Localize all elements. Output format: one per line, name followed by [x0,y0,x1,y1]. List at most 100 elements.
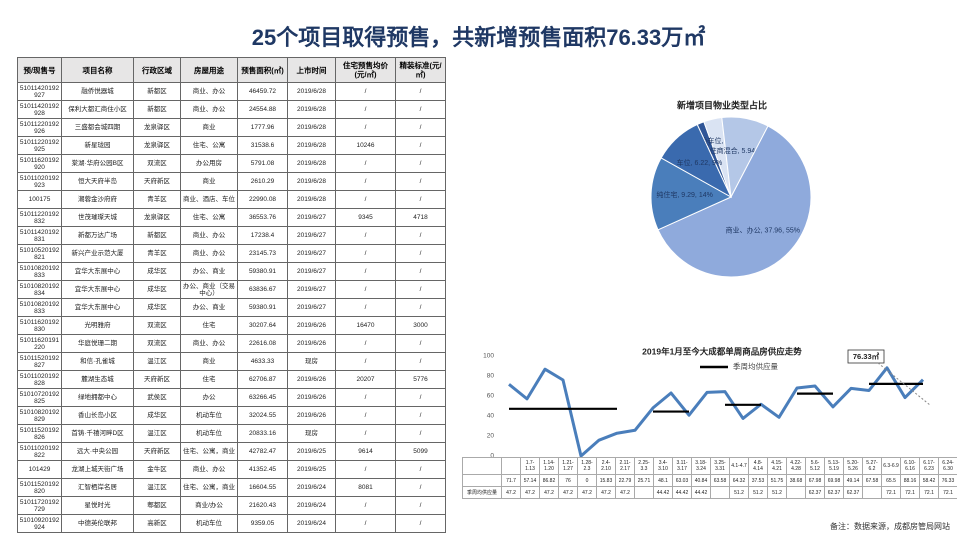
table-cell: 棠湖·华府公园B区 [61,154,134,173]
header-cell: 行政区域 [133,57,181,83]
table-cell: 1777.96 [237,118,288,137]
category-cell: 4.15-4.21 [767,457,787,475]
table-cell: 2019/6/24 [287,478,336,497]
table-cell: 中德英伦联邦 [61,514,134,533]
table-row: 51011220192926 三盛都会城四期 龙泉驿区 商业 1777.96 2019/6… [17,118,446,137]
table-cell: 20207 [335,370,396,389]
table-cell: 和信·孔雀城 [61,352,134,371]
category-cell: 5.20-5.26 [843,457,863,475]
table-cell: / [335,244,396,263]
table-cell: 2019/6/27 [287,262,336,281]
y-tick-label: 0 [490,453,494,460]
table-cell: / [395,424,446,443]
value-cell: 72.1 [900,486,920,499]
table-cell: 9614 [335,442,396,461]
table-cell: / [395,388,446,407]
table-cell: 24554.88 [237,100,288,119]
table-cell: 住宅、公寓 [180,208,238,227]
category-cell: 5.27-6.2 [862,457,882,475]
category-cell: 6.24-6.30 [938,457,957,475]
table-cell: 2019/6/28 [287,136,336,155]
y-tick-label: 100 [483,353,494,360]
value-cell: 15.83 [596,474,616,487]
table-cell: / [335,496,396,515]
table-row: 51011620192920 棠湖·华府公园B区 双流区 办公用房 5791.08 201… [17,154,446,173]
value-cell: 47.2 [539,486,559,499]
category-cell: 4.8-4.14 [748,457,768,475]
slice-label: 纯住宅, 9.29, 14% [656,190,712,199]
table-cell: 51011520192820 [17,478,62,497]
pie-slice [657,125,812,278]
value-cell: 67.58 [862,474,882,487]
table-row: 100175 潮蓉金沙府府 青羊区 商业、酒店、车位 22990.08 2019/6/28… [17,190,446,209]
table-row: 51010520192821 新兴产业示范大厦 青羊区 商业、办公 23145.73 20… [17,244,446,263]
value-cell: 0 [577,474,597,487]
table-cell: 42782.47 [237,442,288,461]
legend-label: 季周均供应量 [733,361,778,371]
value-cell: 72.1 [919,486,939,499]
table-cell: / [395,118,446,137]
table-row: 51011720192729 星悦时光 郫都区 商业/办公 21620.43 2019/6… [17,496,446,515]
header-cell: 住宅预售均价(元/㎡) [335,57,396,83]
table-cell: 宜华大东展中心 [61,262,134,281]
value-cell: 65.5 [881,474,901,487]
table-cell: 16604.55 [237,478,288,497]
table-cell: 51010720192825 [17,388,62,407]
value-cell: 37.53 [748,474,768,487]
table-cell: 4718 [395,208,446,227]
table-cell: 住宅、公寓 [180,136,238,155]
table-cell: 商业、办公 [180,460,238,479]
value-cell [862,486,882,499]
table-cell: 22616.08 [237,334,288,353]
table-cell: 2019/6/28 [287,118,336,137]
table-cell: 4633.33 [237,352,288,371]
table-cell: 双流区 [133,316,181,335]
table-cell: 63836.67 [237,280,288,299]
table-cell: 天府新区 [133,370,181,389]
category-cell: 1.21-1.27 [558,457,578,475]
table-cell: 成华区 [133,406,181,425]
table-cell: 办公、商业（交易中心） [180,280,238,299]
table-cell: 20833.16 [237,424,288,443]
table-cell: 16470 [335,316,396,335]
value-cell: 88.16 [900,474,920,487]
value-cell: 86.82 [539,474,559,487]
table-cell: 住宅 [180,316,238,335]
table-row: 51011520192820 汇智栖岸名居 温江区 住宅、公寓，商业 16604.55 2… [17,478,446,497]
value-cell: 51.2 [748,486,768,499]
table-cell: 办公用房 [180,154,238,173]
table-cell: / [335,388,396,407]
table-cell: 51010820192829 [17,406,62,425]
value-cell: 38.68 [786,474,806,487]
y-tick-label: 40 [487,413,495,420]
table-cell: / [335,262,396,281]
table-cell: 麓湖生态城 [61,370,134,389]
table-cell: 新都区 [133,82,181,101]
table-cell: 51011420192927 [17,82,62,101]
table-cell: 首铸·千禧河畔D区 [61,424,134,443]
table-cell: 新都万达广场 [61,226,134,245]
table-cell: 51011020192828 [17,370,62,389]
table-cell: / [335,82,396,101]
table-cell: 商业、办公 [180,334,238,353]
table-cell: 汇智栖岸名居 [61,478,134,497]
table-row: 51010820192834 宜华大东展中心 成华区 办公、商业（交易中心） 63836… [17,280,446,299]
table-cell: 新都区 [133,100,181,119]
category-cell [501,457,521,475]
table-cell: 成华区 [133,262,181,281]
table-cell: 青羊区 [133,244,181,263]
table-cell: 2019/6/26 [287,334,336,353]
value-cell: 63.58 [710,474,730,487]
table-cell: 宜华大东展中心 [61,280,134,299]
table-cell: 现房 [287,352,336,371]
table-cell: 温江区 [133,352,181,371]
table-cell: 59380.91 [237,298,288,317]
header-cell: 精装标准(元/㎡) [395,57,446,83]
table-cell: / [395,298,446,317]
table-cell: 高新区 [133,514,181,533]
category-row: 1.7-1.13 1.14-1.20 1.21-1.27 1.28-2.3 2.4-2.… [462,457,957,475]
table-cell: / [335,118,396,137]
value-cell: 47.2 [520,486,540,499]
value-cell: 25.71 [634,474,654,487]
table-cell: 2019/6/24 [287,496,336,515]
